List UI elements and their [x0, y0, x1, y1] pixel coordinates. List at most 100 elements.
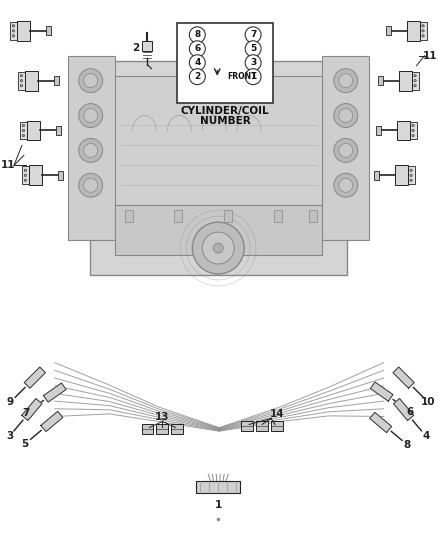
Bar: [224, 210, 232, 222]
Bar: [17, 21, 30, 41]
Bar: [395, 165, 408, 185]
Bar: [56, 126, 61, 135]
Circle shape: [79, 173, 102, 197]
Bar: [256, 422, 268, 431]
Bar: [124, 210, 133, 222]
Circle shape: [412, 124, 414, 127]
Circle shape: [84, 109, 98, 123]
Bar: [115, 76, 322, 205]
Bar: [374, 171, 379, 180]
Text: 13: 13: [155, 413, 170, 423]
Text: 10: 10: [421, 397, 435, 407]
Circle shape: [414, 84, 416, 87]
Circle shape: [22, 134, 25, 136]
Polygon shape: [393, 399, 413, 421]
Text: 11: 11: [1, 160, 15, 171]
Circle shape: [334, 69, 358, 93]
Text: 1: 1: [250, 72, 256, 81]
Text: 2: 2: [132, 43, 139, 53]
Polygon shape: [371, 382, 393, 401]
Text: 8: 8: [404, 440, 411, 450]
Text: 4: 4: [422, 431, 430, 441]
Circle shape: [334, 139, 358, 163]
Circle shape: [245, 55, 261, 71]
Circle shape: [414, 75, 416, 77]
Text: FRONT: FRONT: [227, 72, 257, 81]
Polygon shape: [43, 383, 66, 402]
Circle shape: [79, 103, 102, 127]
Text: 6: 6: [406, 407, 414, 417]
Bar: [54, 76, 59, 85]
Text: 3: 3: [250, 58, 256, 67]
Bar: [385, 26, 391, 35]
Bar: [408, 166, 414, 184]
Bar: [177, 23, 273, 102]
Bar: [22, 166, 29, 184]
Circle shape: [189, 55, 205, 71]
Bar: [406, 21, 420, 41]
Bar: [25, 71, 38, 91]
Circle shape: [334, 173, 358, 197]
Circle shape: [339, 109, 353, 123]
Text: 2: 2: [194, 72, 201, 81]
Circle shape: [79, 69, 102, 93]
Bar: [412, 71, 419, 90]
Bar: [376, 126, 381, 135]
Bar: [29, 165, 42, 185]
Text: CYLINDER/COIL: CYLINDER/COIL: [181, 106, 269, 116]
Circle shape: [414, 79, 416, 82]
Circle shape: [410, 169, 412, 172]
Circle shape: [24, 179, 27, 182]
Bar: [378, 76, 383, 85]
Bar: [115, 205, 322, 255]
Bar: [241, 422, 253, 431]
Circle shape: [84, 143, 98, 157]
Circle shape: [422, 35, 424, 37]
Text: 14: 14: [270, 409, 284, 419]
Bar: [58, 171, 63, 180]
Circle shape: [192, 222, 244, 274]
Bar: [20, 122, 27, 140]
Circle shape: [422, 25, 424, 27]
Bar: [274, 210, 282, 222]
Bar: [322, 56, 369, 240]
Bar: [141, 424, 153, 434]
Circle shape: [189, 69, 205, 85]
Bar: [309, 210, 317, 222]
Text: 9: 9: [7, 397, 14, 407]
Circle shape: [339, 179, 353, 192]
Bar: [399, 71, 412, 91]
Text: 7: 7: [250, 30, 256, 39]
Circle shape: [422, 30, 424, 32]
Text: 11: 11: [423, 51, 438, 61]
Text: 3: 3: [6, 431, 13, 441]
Circle shape: [84, 179, 98, 192]
Text: 8: 8: [194, 30, 201, 39]
Circle shape: [22, 130, 25, 132]
Text: 7: 7: [22, 408, 30, 417]
Circle shape: [410, 179, 412, 182]
Circle shape: [245, 27, 261, 43]
Circle shape: [79, 139, 102, 163]
Circle shape: [12, 30, 14, 32]
Circle shape: [20, 79, 23, 82]
Circle shape: [213, 243, 223, 253]
Bar: [196, 481, 240, 493]
Bar: [142, 41, 152, 51]
Circle shape: [339, 143, 353, 157]
Circle shape: [245, 41, 261, 56]
Circle shape: [245, 69, 261, 85]
Circle shape: [189, 27, 205, 43]
Text: 5: 5: [21, 439, 29, 449]
Text: NUMBER: NUMBER: [200, 116, 251, 125]
Polygon shape: [22, 399, 42, 421]
Bar: [46, 26, 51, 35]
Circle shape: [20, 84, 23, 87]
Circle shape: [22, 124, 25, 127]
Bar: [174, 210, 182, 222]
Bar: [27, 120, 40, 140]
Circle shape: [24, 169, 27, 172]
Bar: [410, 122, 417, 140]
Bar: [18, 71, 25, 90]
Text: 1: 1: [215, 500, 222, 510]
